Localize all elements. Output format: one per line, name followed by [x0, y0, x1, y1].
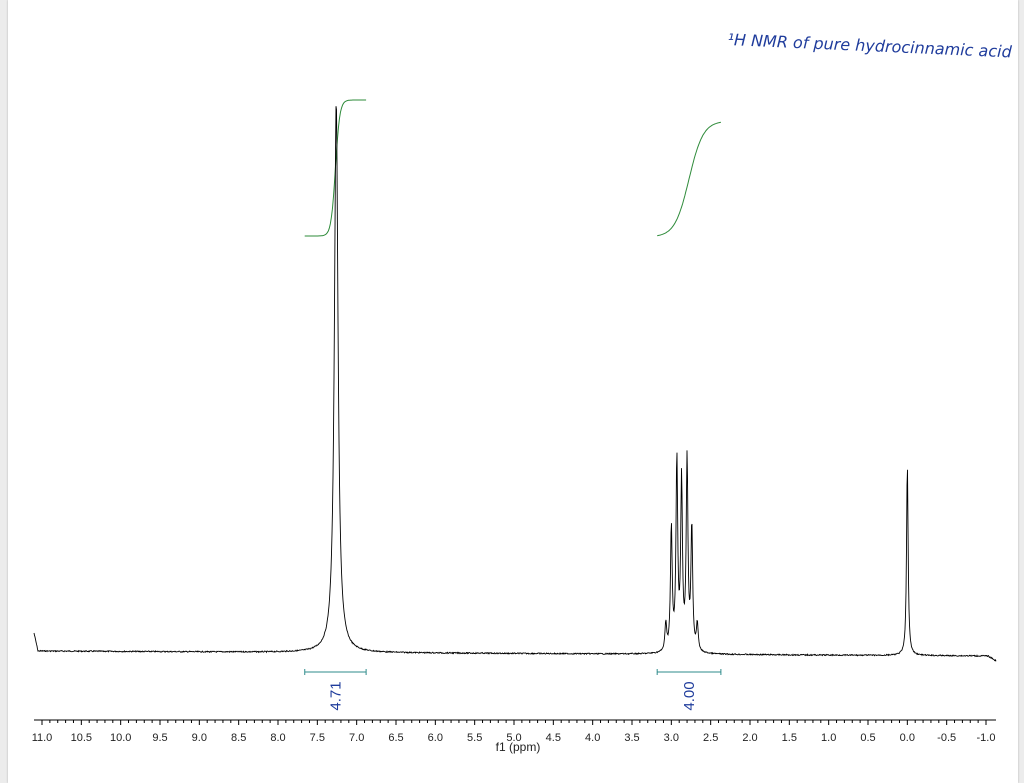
- x-tick-label: -0.5: [937, 732, 956, 744]
- x-tick-label: 9.5: [152, 732, 167, 744]
- integral-curve: [657, 121, 721, 237]
- x-tick-label: 1.5: [782, 732, 797, 744]
- x-axis: 11.0 10.5 10.0 9.5 9.0 8.5 8.0 7.5 7.0 6.5 6.0 5.5 5…: [32, 719, 996, 744]
- x-tick-label: 3.5: [624, 732, 639, 744]
- x-tick-label: 5.5: [467, 732, 482, 744]
- x-tick-label: 11.0: [32, 732, 53, 744]
- x-tick-label: 0.0: [900, 732, 915, 744]
- x-tick-label: 8.5: [231, 732, 246, 744]
- x-tick-label: 6.0: [428, 732, 443, 744]
- x-tick-label: 0.5: [860, 732, 875, 744]
- x-tick-label: 7.0: [349, 732, 364, 744]
- integral-brackets: 4.71 4.00: [304, 669, 722, 711]
- x-tick-label: 2.0: [742, 732, 757, 744]
- x-tick-label: 9.0: [192, 732, 207, 744]
- integral-curves: [304, 99, 721, 237]
- x-tick-label: -1.0: [977, 732, 996, 744]
- x-tick-label: 10.0: [110, 732, 131, 744]
- spectrum-trace: [33, 106, 997, 662]
- x-tick-label: 2.5: [703, 732, 718, 744]
- x-tick-label: 5.0: [506, 732, 521, 744]
- x-axis-title: f1 (ppm): [496, 740, 541, 754]
- spectrum: [33, 106, 997, 662]
- x-tick-label: 10.5: [71, 732, 92, 744]
- x-tick-label: 8.0: [270, 732, 285, 744]
- x-tick-label: 3.0: [664, 732, 679, 744]
- x-tick-label: 4.0: [585, 732, 600, 744]
- x-tick-label: 1.0: [821, 732, 836, 744]
- x-tick-label: 7.5: [310, 732, 325, 744]
- integral-value-label: 4.00: [681, 681, 698, 710]
- integral-value-label: 4.71: [327, 681, 344, 710]
- document-sheet: ¹H NMR of pure hydrocinnamic acid: [8, 0, 1018, 783]
- x-tick-label: 4.5: [546, 732, 561, 744]
- x-tick-label: 6.5: [388, 732, 403, 744]
